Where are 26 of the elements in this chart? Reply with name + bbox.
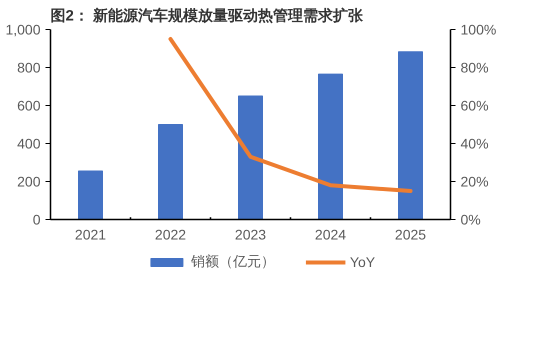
y2-tick-label: 40% — [460, 136, 489, 152]
y-tick-label: 600 — [17, 98, 41, 114]
y-tick-label: 0 — [32, 212, 41, 228]
y2-tick-label: 20% — [460, 174, 489, 190]
line-series — [168, 37, 412, 193]
x-tick-label: 2022 — [154, 226, 186, 242]
bar — [238, 96, 263, 220]
x-tick-label: 2021 — [74, 226, 106, 242]
y-tick-label: 400 — [17, 136, 41, 152]
chart-title: 图2： 新能源汽车规模放量驱动热管理需求扩张 — [50, 6, 364, 24]
y-tick-label: 800 — [17, 60, 41, 76]
x-tick-label: 2023 — [234, 226, 266, 242]
legend-label: 销额（亿元） — [190, 253, 275, 271]
bar — [318, 74, 343, 220]
y2-tick-label: 60% — [460, 98, 489, 114]
bar — [398, 51, 423, 220]
y-tick-label: 200 — [17, 174, 41, 190]
legend-label: YoY — [350, 254, 376, 270]
bar — [78, 170, 103, 220]
y-tick-label: 1,000 — [5, 22, 41, 38]
y2-tick-label: 0% — [460, 212, 481, 228]
x-tick-label: 2024 — [314, 226, 346, 242]
bar — [158, 124, 183, 220]
x-tick-label: 2025 — [394, 226, 426, 242]
y2-tick-label: 80% — [460, 60, 489, 76]
y2-tick-label: 100% — [460, 22, 496, 38]
